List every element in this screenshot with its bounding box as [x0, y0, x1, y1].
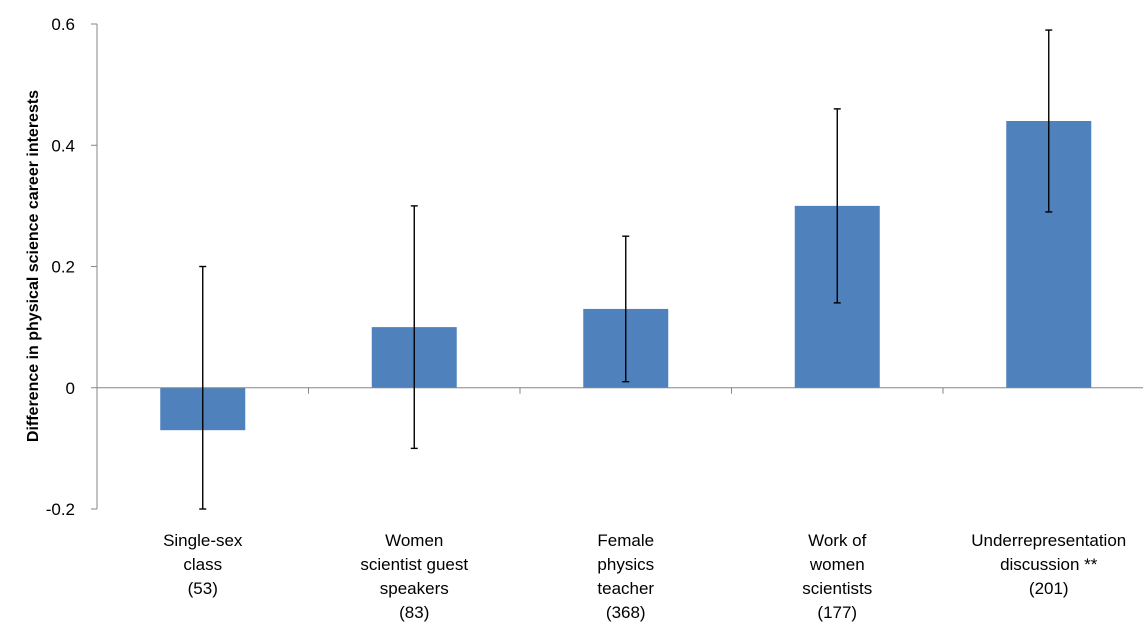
category-label: Female physics teacher (368) — [597, 531, 654, 622]
y-tick-label: 0 — [66, 379, 75, 398]
category-label: Women scientist guest speakers (83) — [360, 531, 468, 622]
y-axis: -0.2 0 0.2 0.4 0.6 — [46, 15, 98, 519]
error-bars — [199, 29, 1053, 510]
category-label: Underrepresentation discussion ** (201) — [971, 531, 1126, 598]
y-tick-label: -0.2 — [46, 500, 75, 519]
y-tick-label: 0.6 — [51, 15, 75, 34]
y-tick-label: 0.4 — [51, 136, 75, 155]
category-label: Work of women scientists (177) — [802, 531, 872, 622]
category-labels: Single-sex class (53) Women scientist guest s… — [163, 531, 1126, 622]
x-axis — [97, 387, 1143, 394]
category-label: Single-sex class (53) — [163, 531, 243, 598]
y-tick-label: 0.2 — [51, 258, 75, 277]
y-axis-title: Difference in physical science career in… — [25, 90, 42, 442]
